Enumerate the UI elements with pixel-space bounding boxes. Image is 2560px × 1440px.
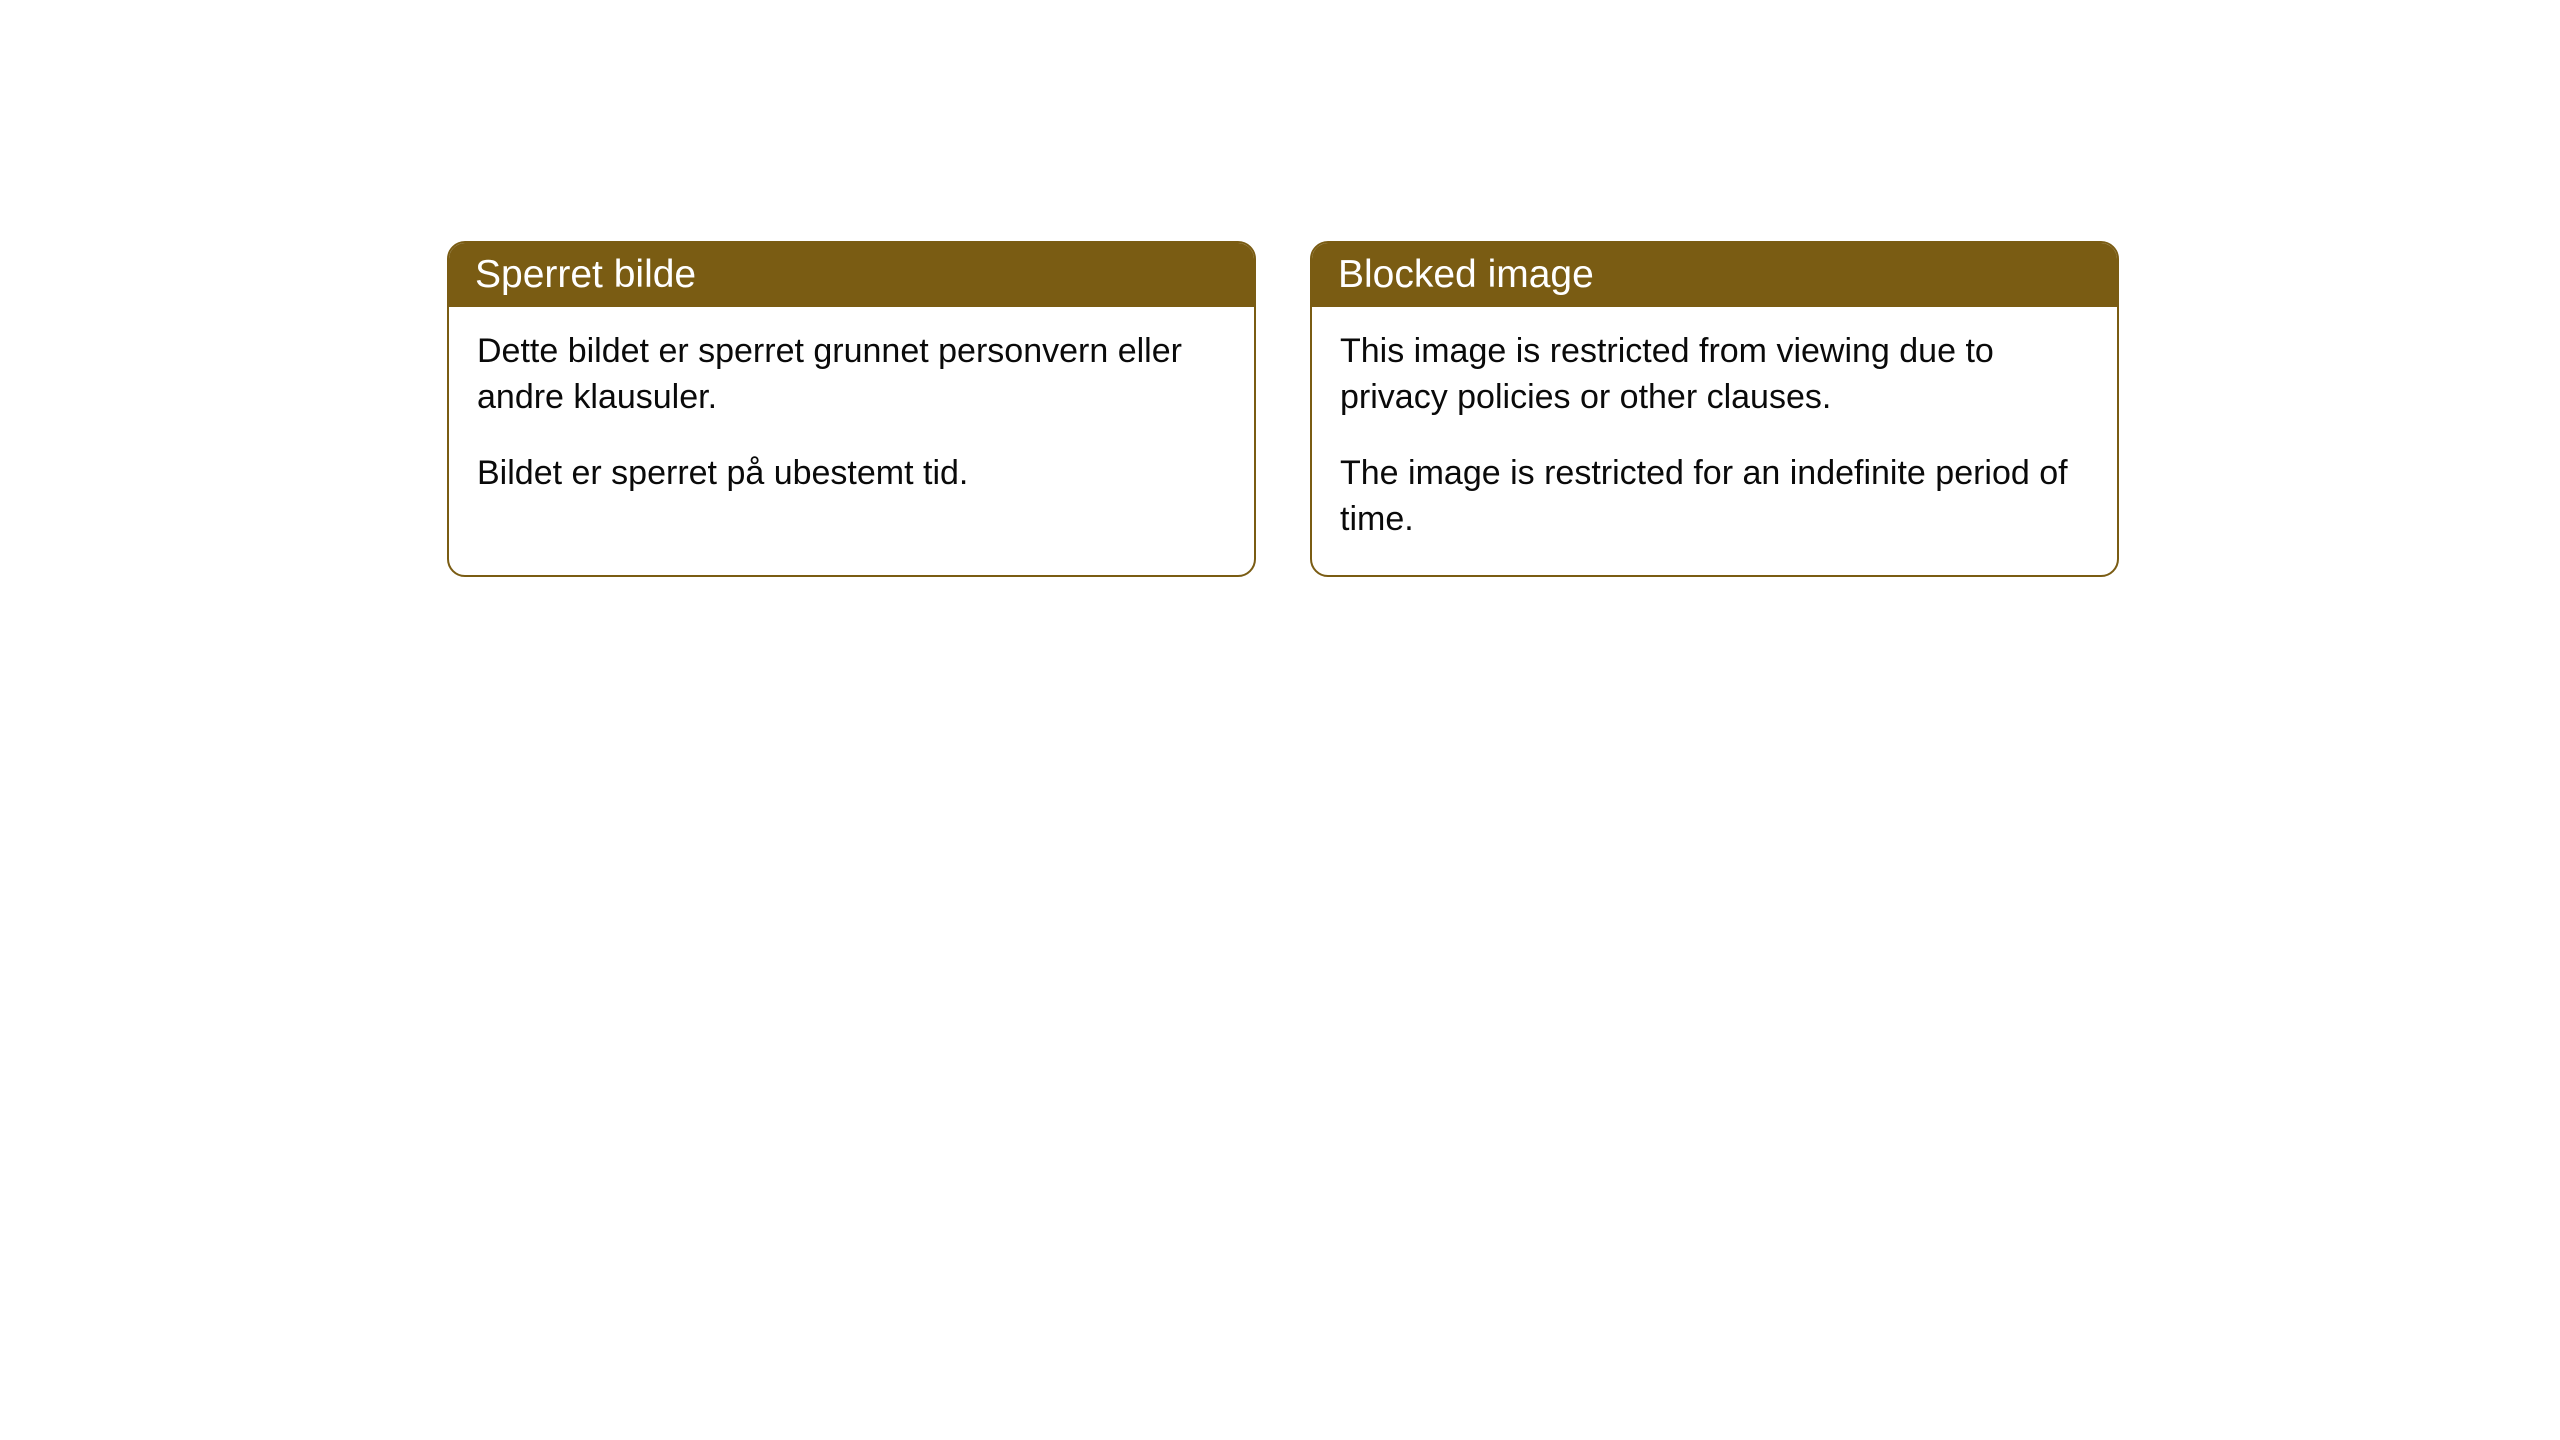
notice-container: Sperret bilde Dette bildet er sperret gr… bbox=[0, 0, 2560, 577]
card-body-norwegian: Dette bildet er sperret grunnet personve… bbox=[449, 307, 1254, 529]
card-paragraph-1-english: This image is restricted from viewing du… bbox=[1340, 329, 2089, 421]
card-title-norwegian: Sperret bilde bbox=[475, 253, 696, 296]
card-paragraph-1-norwegian: Dette bildet er sperret grunnet personve… bbox=[477, 329, 1226, 421]
card-title-english: Blocked image bbox=[1338, 253, 1594, 296]
notice-card-english: Blocked image This image is restricted f… bbox=[1310, 241, 2119, 577]
card-paragraph-2-english: The image is restricted for an indefinit… bbox=[1340, 451, 2089, 543]
card-body-english: This image is restricted from viewing du… bbox=[1312, 307, 2117, 575]
card-header-norwegian: Sperret bilde bbox=[449, 243, 1254, 307]
card-header-english: Blocked image bbox=[1312, 243, 2117, 307]
notice-card-norwegian: Sperret bilde Dette bildet er sperret gr… bbox=[447, 241, 1256, 577]
card-paragraph-2-norwegian: Bildet er sperret på ubestemt tid. bbox=[477, 451, 1226, 497]
